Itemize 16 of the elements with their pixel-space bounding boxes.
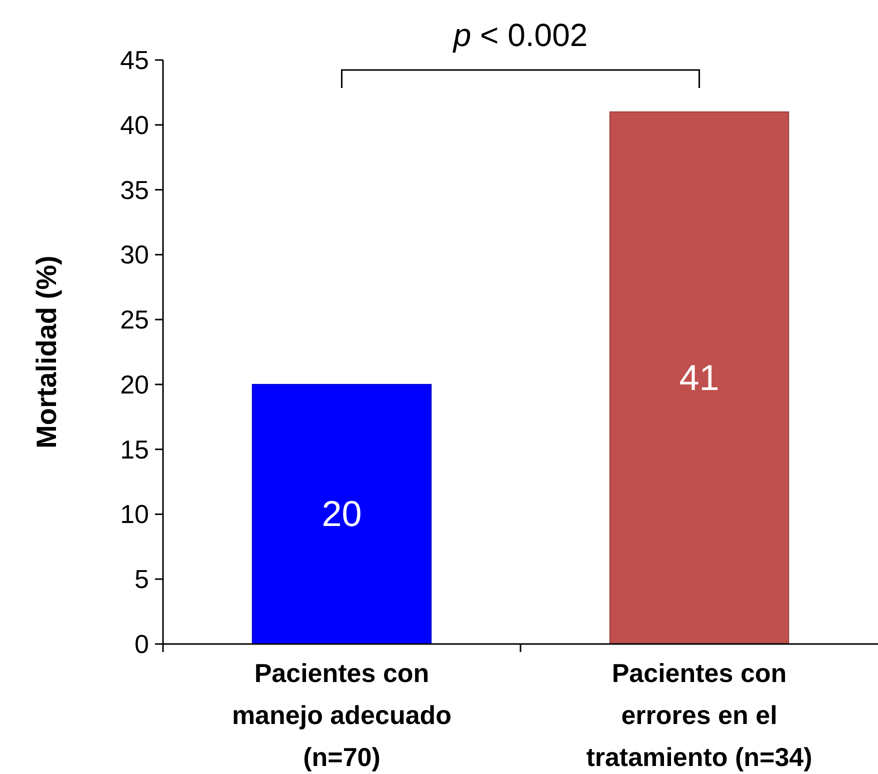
y-tick-label: 10 <box>120 499 149 530</box>
data-label: 41 <box>679 356 720 398</box>
x-tick-label: Pacientes con manejo adecuado (n=70) <box>232 658 452 772</box>
y-tick-label: 25 <box>120 304 149 335</box>
y-tick-label: 35 <box>120 174 149 205</box>
y-tick-label: 0 <box>134 629 149 659</box>
y-tick-label: 40 <box>120 110 149 140</box>
y-tick-label: 5 <box>134 564 149 594</box>
y-tick-label: 15 <box>120 434 149 464</box>
y-tick-label: 30 <box>120 240 149 270</box>
text: p < 0.002 <box>452 17 588 53</box>
y-tick-label: 45 <box>120 45 149 75</box>
y-tick-label: 20 <box>120 369 149 400</box>
x-tick-label: Pacientes con errores en el tratamiento (n=34) <box>586 658 812 772</box>
data-label: 20 <box>322 493 362 534</box>
y-axis-title: Mortalidad (%) <box>31 256 62 448</box>
